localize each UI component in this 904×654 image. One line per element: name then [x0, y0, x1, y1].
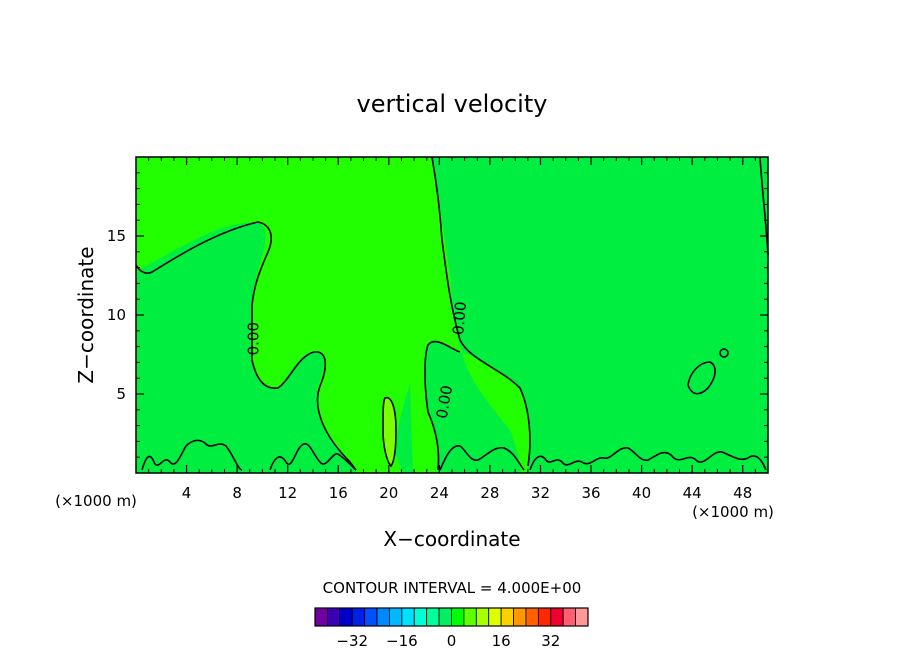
colorbar-swatch	[426, 607, 440, 627]
contour-interval-label: CONTOUR INTERVAL = 4.000E+00	[323, 579, 582, 597]
colorbar-swatch	[413, 607, 428, 627]
chart-title: vertical velocity	[357, 90, 548, 118]
contour-line	[431, 156, 531, 467]
colorbar-swatch	[327, 607, 341, 627]
y-axis-ticks: 5 10 15	[107, 172, 768, 458]
colorbar-swatch	[500, 607, 514, 627]
contour-label: 0.00	[449, 301, 470, 336]
x-tick-label: 16	[329, 484, 348, 502]
contour-label: 0.00	[245, 322, 263, 355]
colorbar-tick-label: −16	[386, 632, 418, 650]
colorbar-swatch	[562, 607, 576, 627]
y-axis-title: Z−coordinate	[74, 246, 98, 383]
x-tick-label: 36	[581, 484, 600, 502]
colorbar-tick-label: 32	[541, 632, 560, 650]
colorbar-swatch	[389, 607, 403, 627]
colorbar-swatch	[438, 607, 452, 627]
colorbar: −32 −16 0 16 32	[314, 607, 589, 650]
x-tick-label: 28	[480, 484, 499, 502]
x-tick-label: 4	[182, 484, 192, 502]
x-tick-label: 48	[733, 484, 752, 502]
y-tick-label: 5	[116, 385, 126, 403]
colorbar-swatch	[550, 607, 564, 627]
contour-line	[141, 439, 243, 471]
x-tick-label: 44	[683, 484, 702, 502]
colorbar-swatch	[451, 607, 465, 627]
contour-line	[687, 361, 716, 395]
x-tick-label: 8	[232, 484, 242, 502]
contour-label: 0.00	[433, 384, 457, 420]
contour-line	[382, 396, 397, 468]
colorbar-swatch	[475, 607, 490, 627]
x-tick-label: 24	[430, 484, 449, 502]
contour-line	[135, 221, 357, 471]
colorbar-swatch	[525, 607, 539, 627]
colorbar-swatch	[364, 607, 378, 627]
contour-labels: 0.00 0.00 0.00	[245, 301, 470, 420]
contour-line	[269, 443, 357, 471]
colorbar-frame	[314, 607, 589, 627]
x-tick-label: 40	[632, 484, 651, 502]
contour-line	[424, 340, 461, 471]
contour-line	[529, 447, 767, 471]
y-tick-label: 10	[107, 306, 126, 324]
contour-line	[719, 348, 729, 358]
colorbar-swatch	[401, 607, 415, 627]
core-region-fill	[136, 157, 530, 473]
x-unit-right: (×1000 m)	[692, 503, 774, 521]
y-tick-label: 15	[107, 227, 126, 245]
x-tick-label: 20	[379, 484, 398, 502]
colorbar-swatch	[351, 607, 366, 627]
colorbar-swatch	[488, 607, 502, 627]
colorbar-swatch	[339, 607, 353, 627]
x-tick-label: 32	[531, 484, 550, 502]
x-tick-label: 12	[278, 484, 297, 502]
colorbar-swatch	[376, 607, 390, 627]
x-axis-ticks: 4 8 12 16 20 24 28 32 36 40 44 48	[148, 157, 756, 502]
x-unit-left: (×1000 m)	[55, 492, 137, 510]
colorbar-swatch	[537, 607, 552, 627]
x-axis-title: X−coordinate	[383, 527, 520, 551]
plume-fill	[383, 397, 396, 466]
colorbar-swatch	[513, 607, 527, 627]
colorbar-tick-label: −32	[336, 632, 368, 650]
plot-area: 0.000.000.00 4 8 12 16 20 24 28 32 36 40 44 48 5101…	[107, 156, 769, 502]
colorbar-tick-label: 16	[492, 632, 511, 650]
contour-line	[439, 445, 525, 471]
colorbar-swatch	[314, 607, 328, 627]
colorbar-swatch	[575, 607, 589, 627]
colorbar-swatch	[463, 607, 477, 627]
colorbar-tick-label: 0	[447, 632, 457, 650]
